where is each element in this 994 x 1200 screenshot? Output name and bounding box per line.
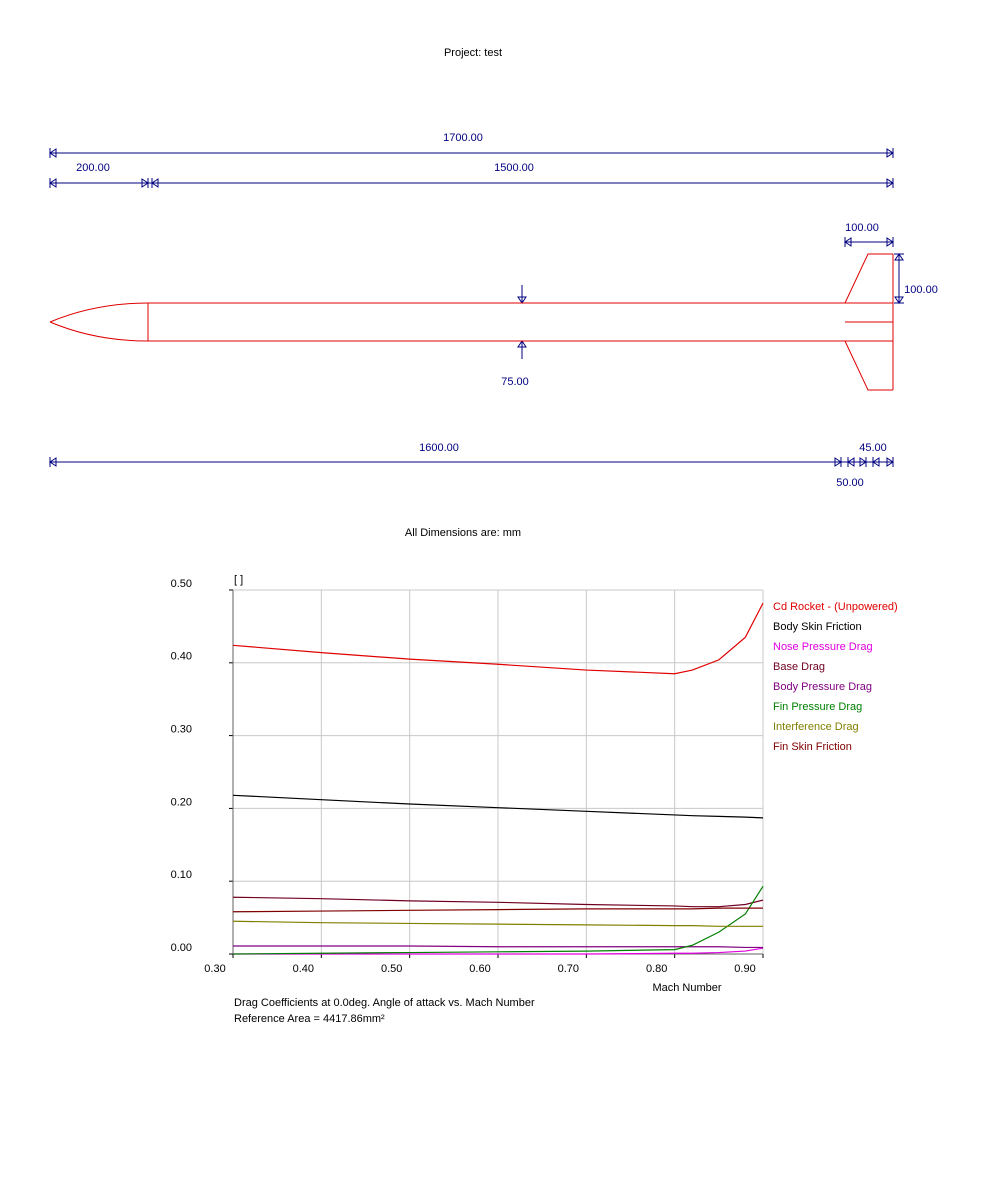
- dimension-label: 1600.00: [419, 442, 459, 454]
- series-line: [232, 907, 763, 913]
- dimension-label: 50.00: [836, 477, 864, 489]
- y-tick-label: 0.00: [171, 942, 192, 954]
- x-tick-label: 0.90: [734, 963, 755, 975]
- series-line: [233, 945, 763, 949]
- x-tick-label: 0.50: [381, 963, 402, 975]
- series-line: [233, 947, 764, 955]
- rocket-outline: [49, 253, 894, 391]
- chart-note: Reference Area = 4417.86mm²: [234, 1013, 385, 1025]
- x-axis-label: Mach Number: [652, 982, 721, 994]
- series-line: [232, 896, 764, 908]
- legend-entry: Interference Drag: [773, 721, 859, 733]
- series-line: [232, 920, 763, 927]
- legend-entry: Body Pressure Drag: [773, 681, 872, 693]
- dimension-label: 45.00: [859, 442, 887, 454]
- dimension-label: 100.00: [904, 284, 938, 296]
- dimension-label: 100.00: [845, 222, 879, 234]
- y-tick-label: 0.40: [171, 651, 192, 663]
- dimension-label: 200.00: [76, 162, 110, 174]
- x-tick-label: 0.60: [469, 963, 490, 975]
- series-line: [232, 602, 764, 675]
- x-tick-label: 0.70: [558, 963, 579, 975]
- drag-chart: 0.00 0.10 0.20 0.30 0.40 0.50 0.30 0.40 0.50 0.60…: [171, 574, 898, 1025]
- project-title: Project: test: [444, 47, 502, 59]
- x-tick-label: 0.40: [293, 963, 314, 975]
- y-tick-label: 0.20: [171, 796, 192, 808]
- chart-note: Drag Coefficients at 0.0deg. Angle of at…: [234, 997, 535, 1009]
- units-note: All Dimensions are: mm: [405, 527, 521, 539]
- legend-entry: Base Drag: [773, 661, 825, 673]
- legend-entry: Nose Pressure Drag: [773, 641, 873, 653]
- legend-entry: Fin Skin Friction: [773, 741, 852, 753]
- y-tick-label: 0.30: [171, 724, 192, 736]
- legend-entry: Fin Pressure Drag: [773, 701, 862, 713]
- series-line: [232, 794, 764, 819]
- dimension-lines: 1700.00 200.00 1500.00 100.00 100.00 75.…: [49, 132, 938, 489]
- dimension-label: 1500.00: [494, 162, 534, 174]
- y-tick-label: 0.50: [171, 578, 192, 590]
- y-axis-label: [ ]: [234, 574, 243, 586]
- y-tick-label: 0.10: [171, 869, 192, 881]
- series-line: [232, 885, 764, 955]
- x-tick-label: 0.30: [204, 963, 225, 975]
- legend-entry: Body Skin Friction: [773, 621, 862, 633]
- legend-entry: Cd Rocket - (Unpowered): [773, 601, 898, 613]
- dimension-label: 1700.00: [443, 132, 483, 144]
- dimension-label: 75.00: [501, 376, 529, 388]
- x-tick-label: 0.80: [646, 963, 667, 975]
